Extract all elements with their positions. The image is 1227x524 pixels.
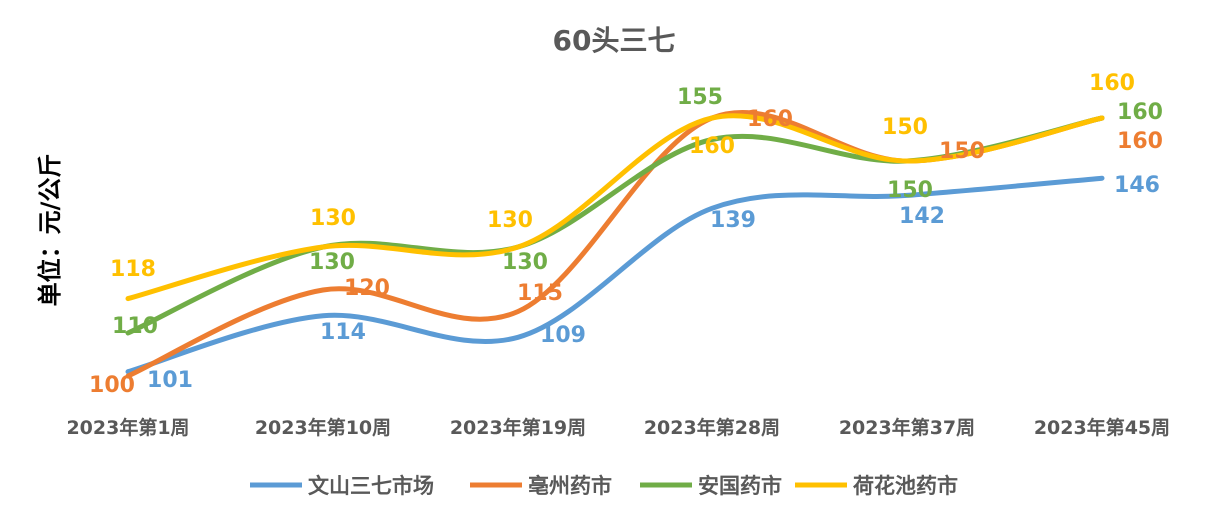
data-label: 130: [309, 250, 355, 275]
data-label: 114: [320, 320, 366, 345]
data-label: 160: [1089, 71, 1135, 96]
series-line-0: [125, 175, 1105, 375]
legend-label: 安国药市: [698, 474, 782, 498]
data-label: 130: [502, 250, 548, 275]
x-tick-label: 2023年第45周: [1034, 416, 1170, 439]
legend-label: 亳州药市: [528, 474, 612, 498]
data-label: 110: [112, 314, 158, 339]
data-label: 160: [1117, 100, 1163, 125]
data-label: 146: [1114, 173, 1160, 198]
data-label: 160: [1117, 129, 1163, 154]
data-label: 150: [882, 115, 928, 140]
data-label: 139: [710, 208, 756, 233]
data-label: 130: [487, 208, 533, 233]
data-label: 109: [540, 323, 586, 348]
data-label: 118: [110, 257, 156, 282]
x-tick-label: 2023年第19周: [450, 416, 586, 439]
data-label: 142: [899, 204, 945, 229]
data-label: 100: [89, 373, 135, 398]
x-tick-label: 2023年第37周: [839, 416, 975, 439]
x-tick-label: 2023年第1周: [66, 416, 189, 439]
legend-label: 荷花池药市: [853, 474, 958, 498]
y-axis-label: 单位：元/公斤: [36, 154, 64, 307]
x-tick-label: 2023年第10周: [255, 416, 391, 439]
legend-label: 文山三七市场: [308, 474, 434, 498]
data-label: 160: [689, 134, 735, 159]
data-label: 150: [939, 139, 985, 164]
data-label: 130: [310, 206, 356, 231]
chart-title: 60头三七: [553, 24, 676, 57]
data-label: 120: [344, 276, 390, 301]
data-label: 155: [677, 85, 723, 110]
series-line-3: [125, 113, 1105, 302]
data-label: 160: [747, 107, 793, 132]
data-label: 101: [147, 368, 193, 393]
data-label: 115: [517, 281, 563, 306]
data-label: 150: [887, 178, 933, 203]
x-tick-label: 2023年第28周: [644, 416, 780, 439]
